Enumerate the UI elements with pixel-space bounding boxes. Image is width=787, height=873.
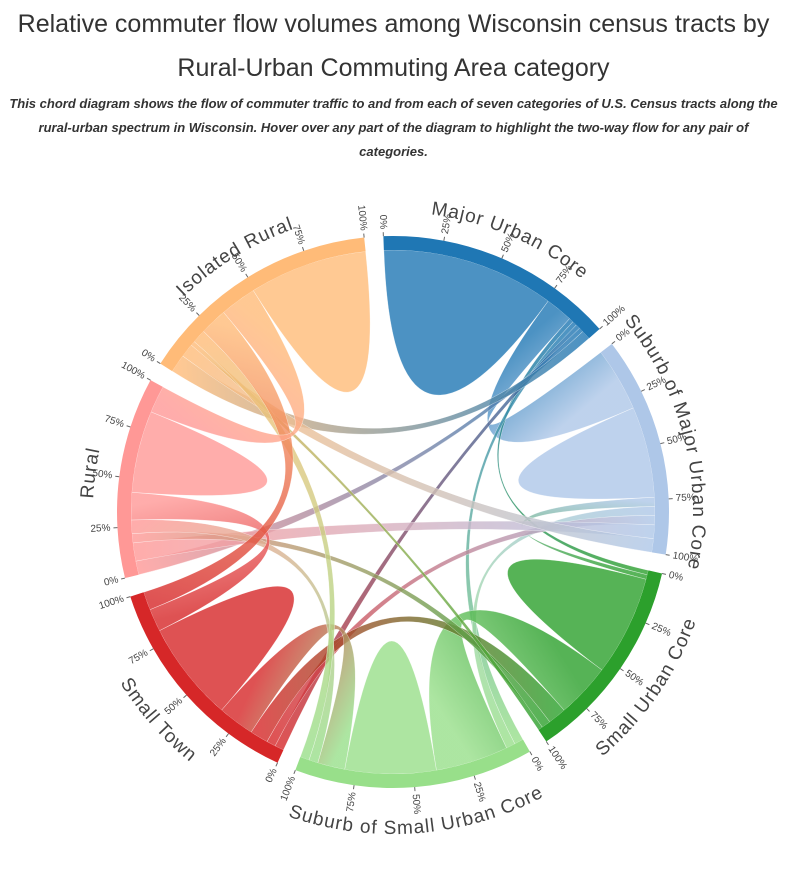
group-arc [538, 570, 663, 742]
tick-label: 0% [668, 570, 685, 584]
tick-mark [183, 694, 187, 699]
tick-label: 0% [528, 755, 545, 773]
tick-mark [149, 648, 154, 652]
tick-label: 75% [103, 414, 126, 431]
chord-ribbon [383, 249, 549, 396]
group-arc [116, 380, 163, 579]
tick-mark [126, 425, 131, 428]
tick-mark [225, 733, 229, 738]
tick-mark [245, 273, 249, 278]
chord-ribbon [344, 640, 437, 775]
tick-label: 50% [410, 794, 423, 815]
chord-ribbon [253, 251, 371, 393]
tick-mark [443, 236, 446, 241]
tick-label: 100% [672, 550, 699, 565]
group-arc [295, 739, 530, 788]
chart-title: Relative commuter flow volumes among Wis… [17, 10, 770, 82]
chord-ribbon [171, 331, 590, 435]
tick-label: 25% [440, 213, 455, 235]
tick-mark [146, 377, 151, 381]
tick-mark [665, 554, 670, 556]
tick-mark [529, 751, 533, 756]
tick-mark [599, 325, 603, 330]
tick-label: 0% [103, 575, 120, 589]
chord-ribbon [159, 586, 295, 711]
chord-ribbon [428, 609, 603, 771]
tick-mark [196, 312, 200, 316]
tick-label: 50% [92, 468, 113, 481]
chord-ribbon [130, 492, 270, 631]
tick-label: 50% [666, 432, 688, 448]
tick-mark [156, 360, 161, 364]
tick-mark [275, 762, 279, 767]
tick-mark [473, 775, 476, 780]
group-arc [130, 592, 284, 763]
tick-label: 50% [163, 696, 185, 718]
tick-label: 75% [675, 492, 696, 504]
tick-label: 100% [119, 360, 147, 382]
tick-label: 75% [588, 710, 610, 732]
tick-label: 0% [377, 215, 389, 230]
tick-label: 100% [355, 205, 369, 232]
tick-label: 75% [127, 648, 150, 668]
tick-mark [661, 573, 667, 575]
tick-label: 0% [139, 348, 157, 365]
chord-ribbon [518, 407, 655, 500]
chord-ribbon [507, 559, 647, 671]
tick-mark [554, 284, 558, 289]
tick-label: 75% [345, 791, 359, 812]
tick-mark [619, 668, 624, 672]
tick-label: 25% [90, 523, 111, 535]
group-label-path: Rural [77, 446, 103, 500]
tick-label: 25% [208, 736, 229, 759]
tick-mark [115, 475, 120, 478]
tick-mark [586, 708, 590, 712]
tick-mark [640, 389, 646, 392]
tick-mark [611, 340, 616, 345]
tick-mark [353, 785, 355, 790]
tick-label: 25% [471, 781, 487, 803]
tick-mark [121, 577, 126, 580]
group-arc [600, 343, 670, 555]
tick-label: 0% [264, 767, 280, 785]
chart-subtitle: This chord diagram shows the flow of com… [9, 96, 778, 159]
chord-ribbon [150, 290, 305, 444]
group-arc [160, 237, 366, 372]
tick-mark [126, 596, 131, 599]
tick-mark [645, 622, 650, 626]
tick-mark [301, 246, 305, 251]
tick-mark [501, 254, 504, 259]
tick-mark [660, 442, 665, 445]
tick-label: 100% [98, 594, 126, 612]
tick-mark [293, 769, 296, 775]
tick-label: 100% [545, 744, 568, 771]
group-arc [383, 236, 600, 339]
tick-label: 100% [279, 775, 298, 803]
tick-mark [545, 741, 549, 746]
tick-label: 25% [650, 621, 673, 639]
tick-label: 50% [623, 668, 646, 688]
group-label: Rural [77, 446, 104, 500]
chord-ribbon [131, 411, 268, 496]
